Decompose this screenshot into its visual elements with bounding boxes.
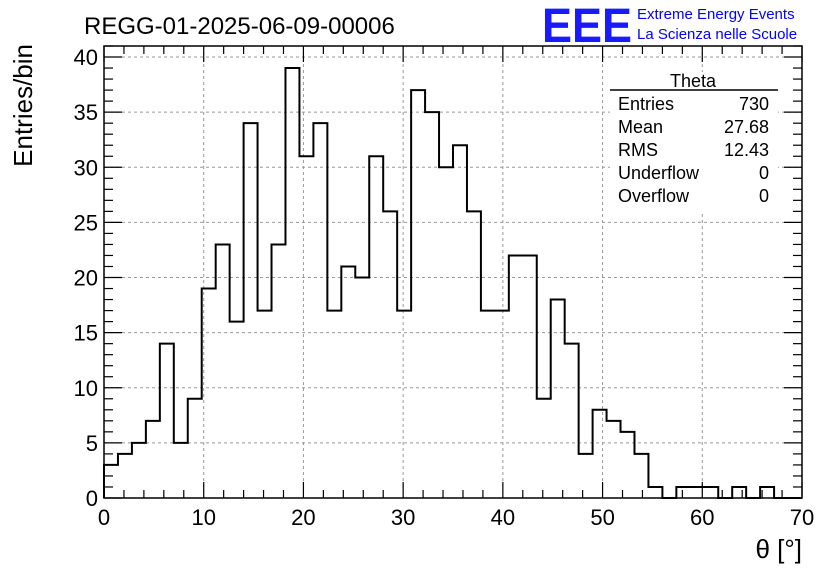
y-tick-label: 20	[74, 266, 98, 291]
stats-rms-value: 12.43	[724, 140, 769, 160]
plot-frame	[103, 45, 803, 499]
x-tick-label: 30	[391, 505, 415, 530]
x-tick-label: 60	[690, 505, 714, 530]
y-tick-label: 15	[74, 321, 98, 346]
stats-overflow-label: Overflow	[618, 186, 690, 206]
stats-entries-label: Entries	[618, 94, 674, 114]
y-tick-label: 30	[74, 155, 98, 180]
x-tick-label: 50	[590, 505, 614, 530]
stats-mean-label: Mean	[618, 117, 663, 137]
stats-box: Theta Entries 730 Mean 27.68 RMS 12.43 U…	[610, 71, 778, 212]
logo-line-1: Extreme Energy Events	[637, 6, 795, 23]
y-tick-label: 0	[86, 486, 98, 511]
chart-title: REGG-01-2025-06-09-00006	[84, 13, 395, 40]
stats-entries-value: 730	[739, 94, 769, 114]
x-axis-label: θ [°]	[755, 534, 802, 564]
y-tick-label: 5	[86, 431, 98, 456]
y-tick-label: 25	[74, 210, 98, 235]
axis-ticks	[103, 45, 803, 499]
x-tick-label: 40	[491, 505, 515, 530]
stats-underflow-value: 0	[759, 163, 769, 183]
stats-title: Theta	[670, 71, 717, 91]
stats-overflow-value: 0	[759, 186, 769, 206]
y-tick-label: 10	[74, 376, 98, 401]
stats-box-background	[610, 72, 778, 212]
eee-logo: EEE Extreme Energy Events La Scienza nel…	[542, 0, 797, 53]
x-tick-label: 20	[291, 505, 315, 530]
x-tick-label: 10	[191, 505, 215, 530]
y-tick-label: 40	[74, 45, 98, 70]
grid-lines	[104, 46, 802, 498]
x-tick-label: 0	[98, 505, 110, 530]
stats-rms-label: RMS	[618, 140, 658, 160]
stats-mean-value: 27.68	[724, 117, 769, 137]
logo-mark: EEE	[542, 0, 632, 53]
y-axis-label: Entries/bin	[8, 44, 38, 167]
logo-line-2: La Scienza nelle Scuole	[637, 26, 797, 43]
y-tick-label: 35	[74, 100, 98, 125]
x-tick-label: 70	[790, 505, 814, 530]
stats-underflow-label: Underflow	[618, 163, 700, 183]
tick-labels: 0 10 20 30 40 50 60 70 0 5 10 15 20 25 30 35 40	[74, 45, 815, 530]
